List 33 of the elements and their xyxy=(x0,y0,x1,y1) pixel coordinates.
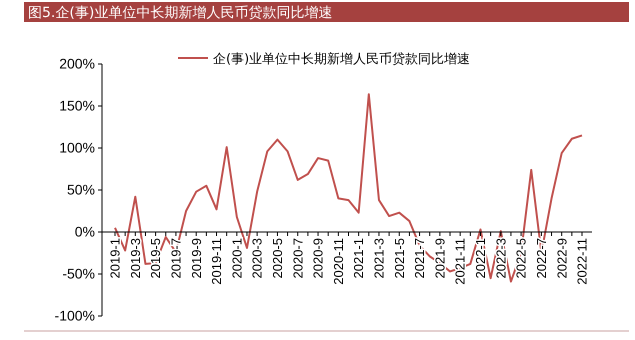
chart-title: 图5.企(事)业单位中长期新增人民币贷款同比增速 xyxy=(28,5,332,21)
x-tick-label: 2019-3 xyxy=(128,238,143,278)
x-tick-label: 2020-5 xyxy=(270,238,285,278)
y-tick-label: -50% xyxy=(62,265,95,282)
x-tick-label: 2019-11 xyxy=(209,238,224,285)
x-tick-label: 2022-1 xyxy=(473,238,488,278)
legend-label: 企(事)业单位中长期新增人民币贷款同比增速 xyxy=(213,52,470,67)
x-tick-label: 2021-5 xyxy=(392,238,407,278)
x-tick-label: 2022-11 xyxy=(574,238,590,285)
x-tick-label: 2021-3 xyxy=(372,238,387,278)
y-tick-label: 0% xyxy=(74,223,95,240)
y-tick-label: 150% xyxy=(59,97,95,114)
x-tick-label: 2021-9 xyxy=(432,238,448,278)
x-tick-label: 2022-5 xyxy=(514,238,529,278)
x-tick-label: 2021-11 xyxy=(452,238,468,285)
y-tick-label: 50% xyxy=(66,181,95,198)
x-tick-label: 2019-9 xyxy=(188,238,204,278)
y-tick-label: -100% xyxy=(54,307,95,324)
x-tick-label: 2021-1 xyxy=(351,238,366,278)
x-tick-label: 2019-7 xyxy=(168,238,184,278)
x-tick-label: 2020-1 xyxy=(229,238,244,278)
x-tick-label: 2022-7 xyxy=(534,238,549,278)
x-tick-label: 2022-9 xyxy=(554,238,570,278)
x-tick-label: 2020-11 xyxy=(330,238,346,285)
x-tick-label: 2019-5 xyxy=(148,238,164,278)
y-tick-label: 100% xyxy=(59,139,95,156)
x-tick-label: 2021-7 xyxy=(412,238,428,278)
x-tick-label: 2020-7 xyxy=(290,238,306,278)
y-tick-label: 200% xyxy=(59,55,95,72)
x-tick-label: 2019-1 xyxy=(108,238,123,278)
x-tick-label: 2022-3 xyxy=(493,238,508,278)
x-tick-label: 2020-9 xyxy=(310,238,326,278)
x-tick-label: 2020-3 xyxy=(250,238,265,278)
